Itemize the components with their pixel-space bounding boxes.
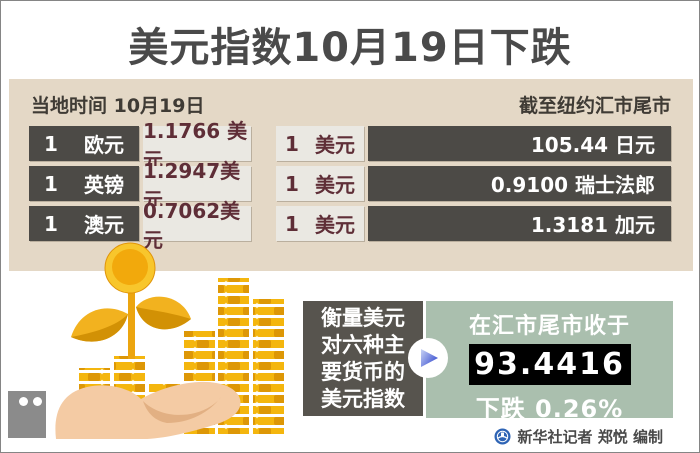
right-arrow-icon xyxy=(421,349,438,367)
dot-icon xyxy=(19,397,28,406)
rate-value-cell: 0.9100 瑞士法郎 xyxy=(368,166,671,201)
dot-icon xyxy=(33,397,42,406)
table-row: 1 英镑 1.2947美元 xyxy=(29,159,251,212)
desc-line: 要货币的 xyxy=(321,359,405,384)
base-currency-cell: 1 美元 xyxy=(276,166,364,201)
gray-box-icon xyxy=(8,391,46,438)
base-currency-cell: 1 欧元 xyxy=(29,126,139,161)
index-description-panel: 衡量美元 对六种主 要货币的 美元指数 xyxy=(303,301,423,416)
rates-band: 当地时间 10月19日 截至纽约汇市尾市 1 欧元 1.1766 美元 1 英镑… xyxy=(9,79,693,271)
currency: 美元 xyxy=(314,133,355,157)
rate-value-cell: 105.44 日元 xyxy=(368,126,671,161)
amount: 1 xyxy=(285,131,299,156)
table-row: 1 美元 105.44 日元 xyxy=(276,126,671,161)
table-row: 1 美元 1.3181 加元 xyxy=(276,206,671,241)
credit: 新华社记者 郑悦 编制 xyxy=(494,426,663,447)
page-title: 美元指数10月19日下跌 xyxy=(128,25,572,71)
amount: 1 xyxy=(44,131,58,156)
rate-value-cell: 1.3181 加元 xyxy=(368,206,671,241)
change-label: 下跌 0.26% xyxy=(475,395,624,423)
desc-line: 衡量美元 xyxy=(321,305,405,330)
hand-icon xyxy=(55,381,241,439)
rates-table-left: 1 欧元 1.1766 美元 1 英镑 1.2947美元 1 澳元 0.7062… xyxy=(29,119,251,252)
money-plant-illustration xyxy=(55,242,284,439)
market-close-label: 截至纽约汇市尾市 xyxy=(518,95,671,117)
currency: 美元 xyxy=(314,173,355,197)
coin-flower-icon xyxy=(71,242,191,359)
rate-value-cell: 1.2947美元 xyxy=(143,159,251,212)
amount: 1 xyxy=(44,211,58,236)
index-result-panel: 在汇市尾市收于 93.4416 下跌 0.26% xyxy=(426,301,673,423)
desc-line: 对六种主 xyxy=(321,332,405,357)
base-currency-cell: 1 美元 xyxy=(276,126,364,161)
rate-value-cell: 0.7062美元 xyxy=(143,199,251,252)
table-row: 1 美元 0.9100 瑞士法郎 xyxy=(276,166,671,201)
amount: 1 xyxy=(285,211,299,236)
arrow-badge xyxy=(408,338,448,378)
base-currency-cell: 1 美元 xyxy=(276,206,364,241)
rates-table-right: 1 美元 105.44 日元 1 美元 0.9100 瑞士法郎 1 美元 1.3… xyxy=(276,126,671,246)
amount: 1 xyxy=(44,171,58,196)
index-value: 93.4416 xyxy=(468,344,631,385)
base-currency-cell: 1 英镑 xyxy=(29,166,139,201)
xinhua-logo-icon xyxy=(494,428,511,445)
currency: 英镑 xyxy=(83,173,124,197)
local-time-label: 当地时间 10月19日 xyxy=(31,95,205,117)
table-row: 1 澳元 0.7062美元 xyxy=(29,199,251,252)
credit-text: 新华社记者 郑悦 编制 xyxy=(517,428,663,446)
close-label: 在汇市尾市收于 xyxy=(468,314,630,339)
currency: 美元 xyxy=(314,213,355,237)
table-row: 1 欧元 1.1766 美元 xyxy=(29,119,251,172)
desc-line: 美元指数 xyxy=(321,386,405,411)
base-currency-cell: 1 澳元 xyxy=(29,206,139,241)
currency: 澳元 xyxy=(83,213,124,237)
amount: 1 xyxy=(285,171,299,196)
currency: 欧元 xyxy=(83,133,124,157)
